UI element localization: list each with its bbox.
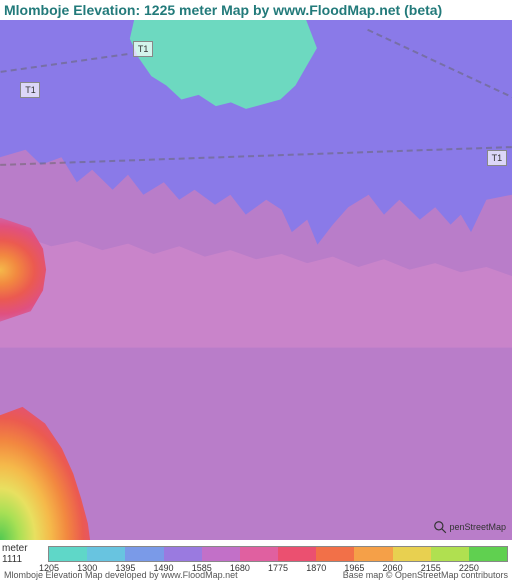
map-container: Mlomboje Elevation: 1225 meter Map by ww… xyxy=(0,0,512,582)
legend-segment: 1205 xyxy=(49,547,87,561)
legend-segment: 1395 xyxy=(125,547,163,561)
legend-unit: meter 1111 xyxy=(0,543,48,565)
footer: Mlomboje Elevation Map developed by www.… xyxy=(0,570,512,582)
legend-segment: 1300 xyxy=(87,547,125,561)
map-title: Mlomboje Elevation: 1225 meter Map by ww… xyxy=(4,2,442,18)
legend-segment: 2250 xyxy=(469,547,507,561)
legend-segment: 1870 xyxy=(316,547,354,561)
elevation-map[interactable]: T1 T1 T1 penStreetMap xyxy=(0,20,512,540)
osm-text: penStreetMap xyxy=(449,522,506,532)
terrain-layer xyxy=(0,20,512,540)
legend-segment: 1490 xyxy=(164,547,202,561)
legend-segment: 1680 xyxy=(240,547,278,561)
footer-left: Mlomboje Elevation Map developed by www.… xyxy=(4,570,238,582)
legend-segment: 1775 xyxy=(278,547,316,561)
legend-bar: 1205130013951490158516801775187019652060… xyxy=(48,546,508,562)
legend-segment: 1585 xyxy=(202,547,240,561)
magnifier-icon xyxy=(433,520,447,534)
legend-segment: 1965 xyxy=(354,547,392,561)
legend-segment: 2155 xyxy=(431,547,469,561)
legend-segment: 2060 xyxy=(393,547,431,561)
osm-attribution: penStreetMap xyxy=(433,520,506,534)
color-legend: meter 1111 12051300139514901585168017751… xyxy=(0,540,512,568)
footer-right: Base map © OpenStreetMap contributors xyxy=(343,570,508,582)
